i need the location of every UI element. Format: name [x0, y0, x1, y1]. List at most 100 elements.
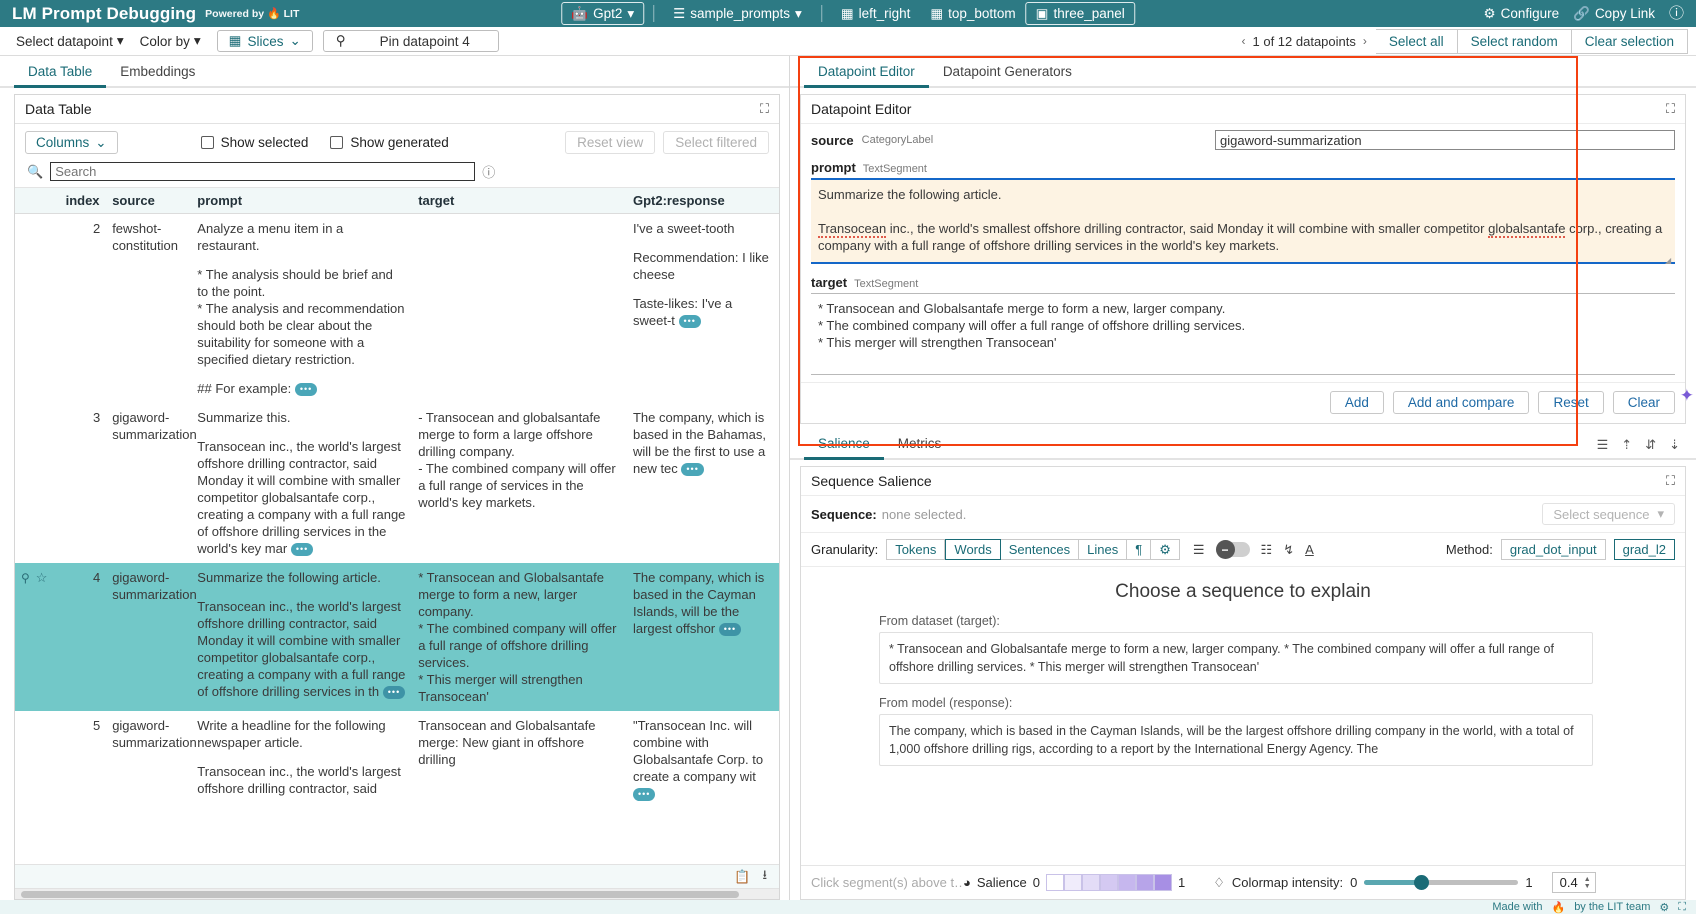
expand-icon[interactable]: ⛶ — [1665, 473, 1675, 488]
cell-pin[interactable] — [15, 214, 60, 404]
th-target[interactable]: target — [412, 188, 627, 214]
layout-three-panel[interactable]: ▣ three_panel — [1025, 2, 1135, 25]
sequence-label: Sequence: — [811, 506, 877, 522]
prompt-textarea[interactable]: Summarize the following article. Transoc… — [811, 178, 1675, 265]
select-filtered-button[interactable]: Select filtered — [663, 131, 769, 154]
cell-prompt: Write a headline for the following newsp… — [191, 711, 412, 808]
layout-top-bottom[interactable]: ▦ top_bottom — [930, 5, 1016, 21]
tab-salience[interactable]: Salience — [804, 430, 884, 460]
reset-button[interactable]: Reset — [1538, 391, 1604, 414]
th-index[interactable]: index — [59, 188, 107, 214]
tab-datapoint-generators[interactable]: Datapoint Generators — [942, 64, 1072, 79]
tab-datapoint-editor[interactable]: Datapoint Editor — [804, 58, 929, 88]
align-bottom-icon[interactable]: ⇣ — [1669, 437, 1680, 452]
align-top-icon[interactable]: ⇡ — [1621, 437, 1633, 452]
collapse-icon[interactable]: ☰ — [1596, 437, 1609, 452]
granularity-sentences[interactable]: Sentences — [1000, 539, 1080, 560]
truncate-dots[interactable]: ••• — [718, 623, 742, 637]
tab-metrics[interactable]: Metrics — [897, 436, 942, 451]
show-generated-checkbox[interactable]: Show generated — [330, 135, 449, 150]
align-middle-icon[interactable]: ⇵ — [1645, 437, 1657, 452]
palette-icon[interactable]: ◕ — [963, 875, 971, 890]
cell-pin[interactable] — [15, 711, 60, 808]
source-input[interactable] — [1215, 130, 1675, 150]
prev-datapoint-button[interactable]: ‹ — [1241, 34, 1246, 48]
pin-icon[interactable]: ⚲ — [21, 571, 30, 585]
select-datapoint-dropdown[interactable]: Select datapoint ▾ — [16, 33, 124, 49]
truncate-dots[interactable]: ••• — [632, 788, 656, 802]
pin-datapoint-button[interactable]: ⚲ Pin datapoint 4 — [322, 30, 499, 52]
clear-selection-button[interactable]: Clear selection — [1571, 28, 1688, 54]
truncate-dots[interactable]: ••• — [678, 315, 701, 329]
granularity-tokens[interactable]: Tokens — [886, 539, 946, 560]
color-by-dropdown[interactable]: Color by ▾ — [139, 33, 201, 49]
cell-index: 2 — [92, 221, 101, 236]
data-table-scroll[interactable]: index source prompt target Gpt2:response… — [15, 187, 779, 864]
help-circle-icon[interactable]: ⓘ — [482, 165, 496, 180]
columns-button[interactable]: Columns ⌄ — [25, 131, 118, 154]
model-selector[interactable]: 🤖 Gpt2 ▾ — [561, 2, 645, 25]
slices-button[interactable]: ▦ Slices ⌄ — [216, 30, 313, 52]
dense-toggle[interactable]: − — [1215, 540, 1250, 559]
add-and-compare-button[interactable]: Add and compare — [1392, 391, 1530, 414]
prompt-field-label: prompt — [811, 160, 856, 175]
pilcrow-icon[interactable]: ¶ — [1127, 539, 1152, 560]
gear-icon[interactable]: ⚙ — [1151, 539, 1180, 560]
select-random-button[interactable]: Select random — [1457, 28, 1572, 54]
select-sequence-button[interactable]: Select sequence ▾ — [1542, 503, 1675, 525]
download-icon[interactable]: ⭳ — [762, 866, 767, 882]
truncate-dots[interactable]: ••• — [382, 686, 406, 700]
cell-pin[interactable] — [15, 403, 60, 563]
target-field-label-row: target TextSegment — [811, 273, 1675, 293]
show-selected-checkbox[interactable]: Show selected — [200, 135, 308, 150]
method-grad-dot-input[interactable]: grad_dot_input — [1500, 539, 1606, 560]
colormap-value-stepper[interactable]: 0.4 ▲ ▼ — [1551, 872, 1596, 893]
cell-pin[interactable]: ⚲ ☆ — [15, 563, 60, 711]
clear-button[interactable]: Clear — [1612, 391, 1675, 414]
target-textarea[interactable]: * Transocean and Globalsantafe merge to … — [811, 293, 1675, 375]
truncate-dots[interactable]: ••• — [294, 383, 318, 397]
from-model-value[interactable]: The company, which is based in the Cayma… — [879, 714, 1593, 766]
th-response[interactable]: Gpt2:response — [626, 188, 779, 214]
search-input[interactable] — [50, 162, 476, 181]
sparkle-icon[interactable]: ✦ — [1679, 386, 1694, 405]
truncate-dots[interactable]: ••• — [681, 463, 704, 477]
expand-icon[interactable]: ⛶ — [1665, 101, 1675, 116]
settings-icon[interactable]: ⛶ — [1678, 900, 1686, 913]
colormap-slider[interactable] — [1364, 875, 1519, 890]
next-datapoint-button[interactable]: › — [1362, 34, 1367, 48]
granularity-words[interactable]: Words — [945, 539, 1001, 560]
copy-link-button[interactable]: 🔗 Copy Link — [1573, 5, 1655, 21]
table-row[interactable]: 3 gigaword-summarization Summarize this. Tr… — [15, 403, 779, 563]
expand-icon[interactable]: ⛶ — [759, 101, 769, 116]
method-grad-l2[interactable]: grad_l2 — [1613, 539, 1675, 560]
table-row[interactable]: 2 fewshot-constitution Analyze a menu item… — [15, 214, 779, 404]
table-row[interactable]: ⚲ ☆ 4 gigaword-summarization Summarize the f… — [15, 563, 779, 711]
resize-handle-icon[interactable]: ◢ — [1665, 256, 1672, 265]
th-prompt[interactable]: prompt — [191, 188, 413, 214]
lines-icon[interactable]: ☰ — [1192, 541, 1205, 557]
tab-embeddings[interactable]: Embeddings — [120, 64, 196, 79]
horizontal-scrollbar[interactable] — [15, 888, 779, 899]
configure-button[interactable]: ⚙ Configure — [1483, 5, 1560, 21]
th-source[interactable]: source — [106, 188, 192, 214]
from-dataset-value[interactable]: * Transocean and Globalsantafe merge to … — [879, 632, 1593, 684]
stepper-arrows[interactable]: ▲ ▼ — [1583, 875, 1591, 890]
reset-view-button[interactable]: Reset view — [565, 131, 656, 154]
vertical-align-icon[interactable]: ↯ — [1283, 541, 1295, 557]
add-button[interactable]: Add — [1329, 391, 1384, 414]
star-icon[interactable]: ☆ — [35, 570, 48, 585]
slider-knob[interactable] — [1414, 875, 1430, 890]
truncate-dots[interactable]: ••• — [290, 543, 314, 557]
tab-data-table[interactable]: Data Table — [14, 58, 107, 88]
copy-icon[interactable]: 📋 — [734, 868, 751, 884]
table-row[interactable]: 5 gigaword-summarization Write a headline … — [15, 711, 779, 808]
help-circle-icon[interactable]: ⓘ — [1668, 5, 1684, 22]
layout-left-right[interactable]: ▦ left_right — [840, 5, 911, 21]
grid-icon[interactable]: ☷ — [1260, 541, 1273, 557]
dataset-selector[interactable]: ☰ sample_prompts ▾ — [673, 5, 802, 21]
granularity-lines[interactable]: Lines — [1079, 539, 1128, 560]
text-underline-icon[interactable]: A — [1305, 542, 1314, 557]
select-all-button[interactable]: Select all — [1375, 28, 1458, 54]
share-icon[interactable]: ⚙ — [1659, 901, 1670, 914]
